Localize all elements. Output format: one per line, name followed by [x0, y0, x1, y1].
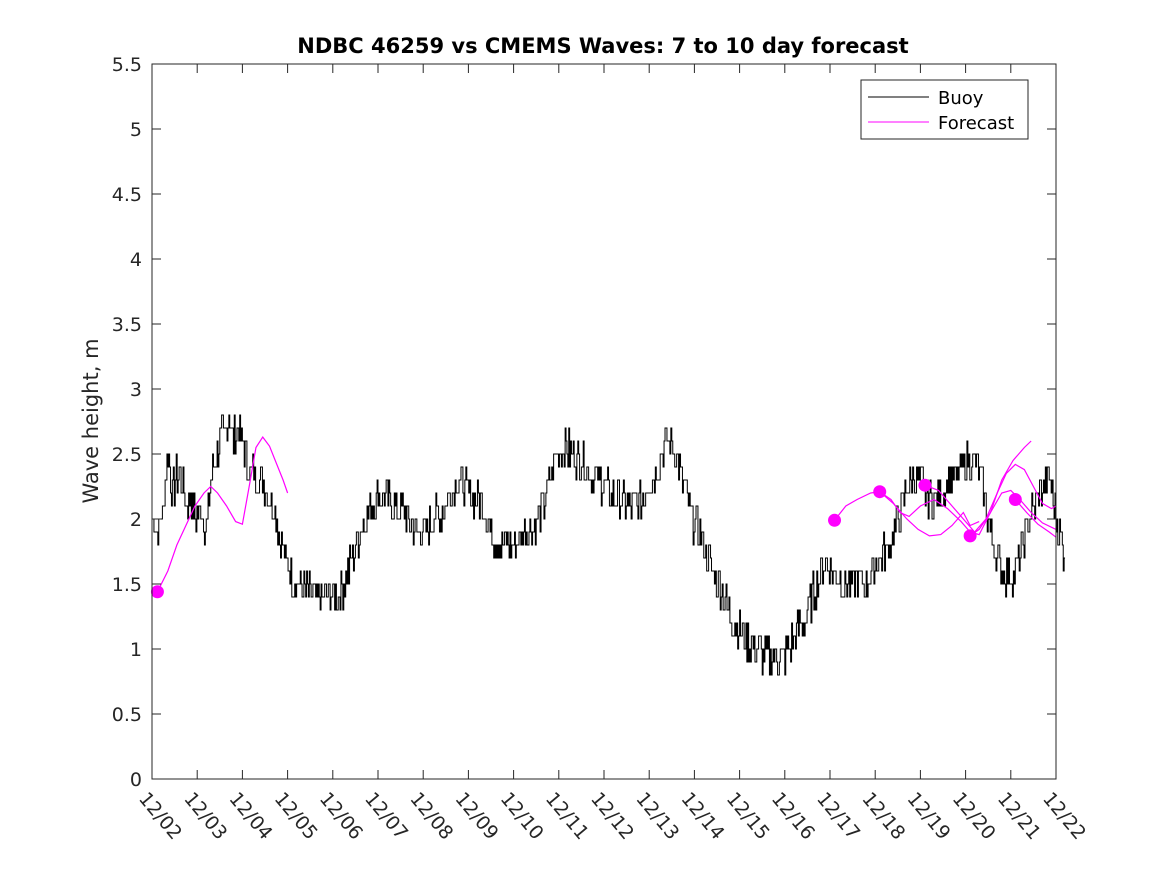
legend-box	[860, 79, 1029, 140]
forecast-series-line-4	[924, 463, 1057, 533]
y-tick-label: 3.5	[112, 314, 142, 336]
forecast-series-line-1	[156, 436, 289, 593]
forecast-series-line-5	[969, 489, 1057, 537]
buoy-series-line	[152, 414, 1066, 676]
forecast-start-marker-1	[150, 585, 164, 599]
forecast-start-marker-4	[918, 478, 932, 492]
y-tick-label: 0.5	[112, 704, 142, 726]
axes-box	[151, 63, 1057, 780]
forecast-series-line-3	[879, 440, 1032, 536]
y-tick-label: 2.5	[112, 444, 142, 466]
y-tick-label: 0	[130, 769, 142, 791]
y-tick-label: 1.5	[112, 574, 142, 596]
y-tick-label: 5.5	[112, 54, 142, 76]
y-tick-label: 4.5	[112, 184, 142, 206]
legend: Buoy Forecast	[860, 79, 1029, 140]
y-tick-label: 2	[130, 509, 142, 531]
y-tick-label: 4	[130, 249, 142, 271]
forecast-series-line-6	[1014, 499, 1057, 538]
forecast-start-marker-6	[1008, 493, 1022, 506]
forecast-start-marker-5	[963, 529, 977, 543]
y-tick-label: 5	[130, 119, 142, 141]
y-tick-label: 1	[130, 639, 142, 661]
y-axis-label: Wave height, m	[79, 338, 103, 503]
legend-buoy-label: Buoy	[938, 88, 984, 109]
legend-forecast-label: Forecast	[938, 113, 1014, 134]
plot-area	[152, 64, 1056, 779]
chart-title: NDBC 46259 vs CMEMS Waves: 7 to 10 day f…	[297, 34, 908, 58]
series-layer	[150, 414, 1066, 676]
forecast-start-marker-3	[873, 485, 887, 499]
forecast-start-marker-2	[828, 513, 842, 527]
forecast-series-line-2	[834, 491, 980, 537]
y-tick-label: 3	[130, 379, 142, 401]
